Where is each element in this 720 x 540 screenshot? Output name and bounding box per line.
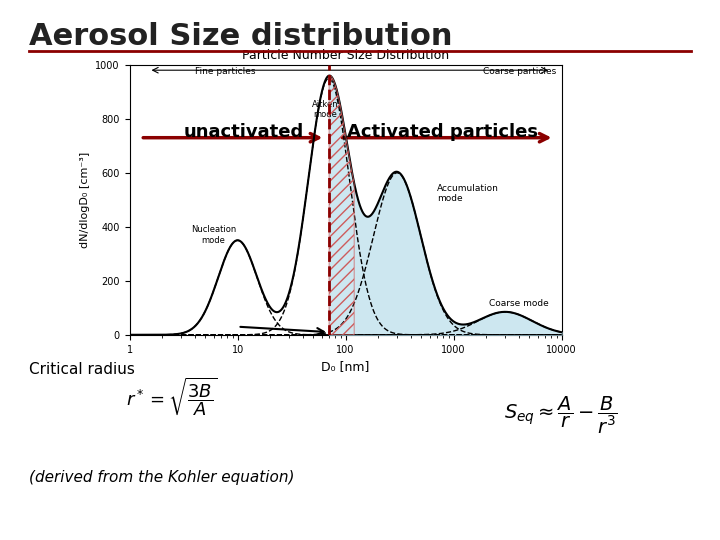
Text: Aitken
mode: Aitken mode <box>312 100 338 119</box>
Text: $r^* = \sqrt{\dfrac{3B}{A}}$: $r^* = \sqrt{\dfrac{3B}{A}}$ <box>126 375 217 418</box>
Text: unactivated: unactivated <box>184 123 304 141</box>
Text: Fine particles: Fine particles <box>194 68 255 77</box>
Text: Aerosol Size distribution: Aerosol Size distribution <box>29 22 452 51</box>
Text: (derived from the Kohler equation): (derived from the Kohler equation) <box>29 470 294 485</box>
Text: Coarse mode: Coarse mode <box>489 299 549 308</box>
Text: Critical radius: Critical radius <box>29 362 135 377</box>
Y-axis label: dN/dlogD₀ [cm⁻³]: dN/dlogD₀ [cm⁻³] <box>80 152 90 248</box>
X-axis label: D₀ [nm]: D₀ [nm] <box>321 360 370 373</box>
Text: $S_{eq} \approx \dfrac{A}{r} - \dfrac{B}{r^3}$: $S_{eq} \approx \dfrac{A}{r} - \dfrac{B}… <box>504 394 618 436</box>
Text: Nucleation
mode: Nucleation mode <box>191 225 236 245</box>
Text: Coarse particles: Coarse particles <box>483 68 557 77</box>
Title: Particle Number Size Distribution: Particle Number Size Distribution <box>242 49 449 62</box>
Text: Activated particles: Activated particles <box>347 123 538 141</box>
Text: Accumulation
mode: Accumulation mode <box>437 184 499 203</box>
